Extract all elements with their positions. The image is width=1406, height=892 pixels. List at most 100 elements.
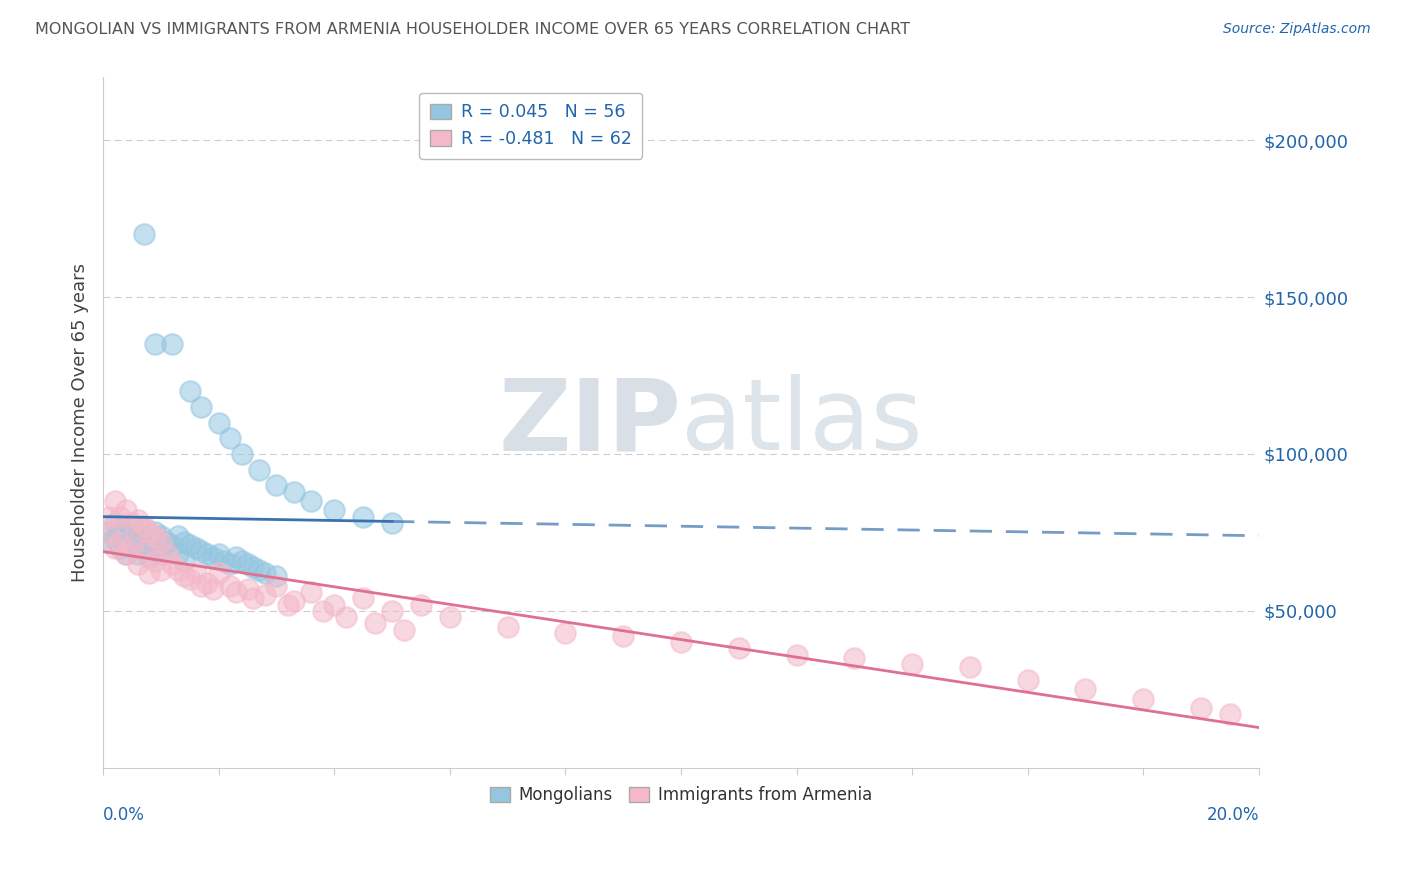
- Point: [786, 648, 808, 662]
- Point: [231, 554, 253, 568]
- Point: [236, 557, 259, 571]
- Point: [104, 541, 127, 555]
- Point: [104, 494, 127, 508]
- Point: [173, 554, 195, 568]
- Text: MONGOLIAN VS IMMIGRANTS FROM ARMENIA HOUSEHOLDER INCOME OVER 65 YEARS CORRELATIO: MONGOLIAN VS IMMIGRANTS FROM ARMENIA HOU…: [35, 22, 910, 37]
- Point: [195, 575, 218, 590]
- Text: atlas: atlas: [681, 374, 922, 471]
- Point: [231, 447, 253, 461]
- Point: [1132, 691, 1154, 706]
- Point: [149, 534, 172, 549]
- Point: [190, 579, 212, 593]
- Point: [115, 503, 138, 517]
- Point: [156, 547, 179, 561]
- Point: [162, 538, 184, 552]
- Point: [149, 547, 172, 561]
- Point: [219, 431, 242, 445]
- Point: [184, 566, 207, 581]
- Point: [127, 557, 149, 571]
- Point: [179, 538, 201, 552]
- Point: [266, 569, 288, 583]
- Text: 0.0%: 0.0%: [103, 805, 145, 823]
- Point: [219, 579, 242, 593]
- Point: [132, 541, 155, 555]
- Point: [156, 534, 179, 549]
- Point: [132, 522, 155, 536]
- Point: [115, 547, 138, 561]
- Point: [299, 585, 322, 599]
- Point: [225, 550, 247, 565]
- Text: Source: ZipAtlas.com: Source: ZipAtlas.com: [1223, 22, 1371, 37]
- Point: [104, 532, 127, 546]
- Point: [323, 503, 346, 517]
- Point: [115, 525, 138, 540]
- Point: [208, 416, 231, 430]
- Point: [138, 525, 160, 540]
- Point: [138, 566, 160, 581]
- Point: [190, 544, 212, 558]
- Point: [208, 547, 231, 561]
- Point: [208, 566, 231, 581]
- Point: [312, 604, 335, 618]
- Point: [247, 563, 270, 577]
- Point: [121, 516, 143, 530]
- Point: [219, 557, 242, 571]
- Point: [242, 591, 264, 606]
- Point: [1074, 682, 1097, 697]
- Point: [138, 550, 160, 565]
- Point: [173, 569, 195, 583]
- Point: [253, 566, 276, 581]
- Point: [901, 657, 924, 672]
- Y-axis label: Householder Income Over 65 years: Householder Income Over 65 years: [72, 263, 89, 582]
- Point: [143, 554, 166, 568]
- Point: [127, 528, 149, 542]
- Point: [127, 547, 149, 561]
- Point: [110, 522, 132, 536]
- Point: [167, 528, 190, 542]
- Text: 20.0%: 20.0%: [1206, 805, 1258, 823]
- Point: [266, 478, 288, 492]
- Point: [381, 604, 404, 618]
- Point: [97, 525, 120, 540]
- Point: [381, 516, 404, 530]
- Point: [115, 547, 138, 561]
- Point: [201, 582, 224, 596]
- Point: [110, 541, 132, 555]
- Legend: Mongolians, Immigrants from Armenia: Mongolians, Immigrants from Armenia: [484, 780, 879, 811]
- Point: [253, 588, 276, 602]
- Point: [97, 509, 120, 524]
- Point: [352, 509, 374, 524]
- Point: [554, 625, 576, 640]
- Point: [104, 516, 127, 530]
- Point: [149, 563, 172, 577]
- Point: [121, 534, 143, 549]
- Point: [364, 616, 387, 631]
- Point: [299, 494, 322, 508]
- Point: [496, 619, 519, 633]
- Point: [335, 610, 357, 624]
- Point: [143, 544, 166, 558]
- Point: [283, 484, 305, 499]
- Point: [143, 525, 166, 540]
- Point: [266, 579, 288, 593]
- Point: [392, 623, 415, 637]
- Point: [132, 544, 155, 558]
- Point: [242, 560, 264, 574]
- Point: [167, 547, 190, 561]
- Point: [138, 532, 160, 546]
- Point: [97, 525, 120, 540]
- Point: [97, 534, 120, 549]
- Point: [201, 550, 224, 565]
- Point: [132, 227, 155, 242]
- Point: [439, 610, 461, 624]
- Point: [1189, 701, 1212, 715]
- Point: [179, 573, 201, 587]
- Point: [110, 509, 132, 524]
- Point: [143, 528, 166, 542]
- Point: [132, 519, 155, 533]
- Point: [162, 557, 184, 571]
- Point: [283, 594, 305, 608]
- Point: [110, 534, 132, 549]
- Point: [121, 519, 143, 533]
- Point: [844, 651, 866, 665]
